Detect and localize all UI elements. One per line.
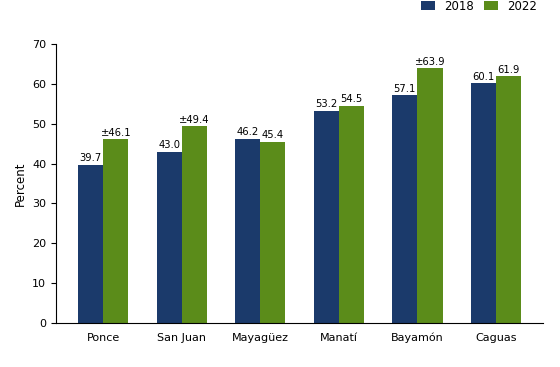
Bar [392,95,417,323]
Text: ±49.4: ±49.4 [179,115,209,124]
Bar [182,126,207,323]
Bar [78,165,103,323]
Text: 60.1: 60.1 [472,72,494,82]
Bar [103,139,128,323]
Text: 61.9: 61.9 [497,65,520,75]
Bar [260,142,286,323]
Text: ±46.1: ±46.1 [101,128,131,138]
Bar [496,76,521,323]
Bar [471,83,496,323]
Text: ±63.9: ±63.9 [414,57,445,67]
Bar [314,111,339,323]
Text: 53.2: 53.2 [315,99,338,109]
Text: 39.7: 39.7 [80,153,102,163]
Bar [157,152,182,323]
Bar [339,106,364,323]
Text: 46.2: 46.2 [237,127,259,137]
Bar [235,139,260,323]
Bar [417,68,442,323]
Legend: 2018, 2022: 2018, 2022 [421,0,537,13]
Text: 43.0: 43.0 [158,140,180,150]
Y-axis label: Percent: Percent [13,161,26,206]
Text: 45.4: 45.4 [262,130,284,141]
Text: 57.1: 57.1 [394,84,416,94]
Text: 54.5: 54.5 [340,94,362,104]
